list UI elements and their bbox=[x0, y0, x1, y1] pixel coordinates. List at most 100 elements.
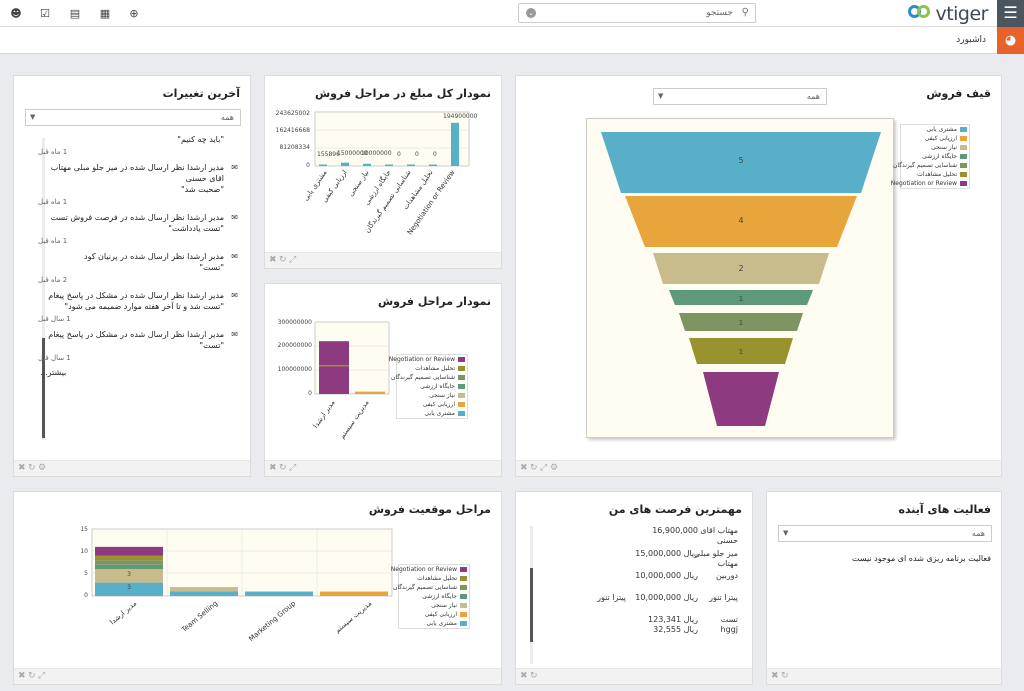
chevron-down-icon: ▼ bbox=[658, 92, 664, 100]
tasks-check-icon[interactable]: ☑ bbox=[40, 7, 50, 20]
upcoming-filter-select[interactable]: همه ▼ bbox=[778, 525, 992, 542]
fullscreen-icon[interactable]: ⤢ bbox=[540, 463, 548, 473]
legend-item: جایگاه ارزشی bbox=[399, 592, 469, 601]
scrollbar-thumb[interactable] bbox=[530, 568, 533, 642]
bar-segment bbox=[95, 564, 163, 570]
refresh-icon[interactable]: ↻ bbox=[28, 463, 36, 473]
bar-value-label: 0 bbox=[397, 151, 401, 158]
feed-item[interactable]: ✉ مدیر ارشدا نظر ارسال شده در میز جلو مب… bbox=[38, 162, 238, 206]
feed-scrollbar[interactable] bbox=[42, 138, 45, 440]
funnel-segment-5 bbox=[679, 313, 803, 331]
refresh-icon[interactable]: ↻ bbox=[530, 671, 538, 681]
add-icon[interactable]: ⊕ bbox=[129, 7, 139, 20]
position-legend: Negotiation or Review تحلیل مشاهدات شناس… bbox=[391, 564, 470, 629]
feed-quote: "تست یادداشت" bbox=[168, 224, 224, 233]
fullscreen-icon[interactable]: ⤢ bbox=[38, 671, 46, 681]
close-icon[interactable]: ✖ bbox=[18, 463, 26, 473]
global-search[interactable]: ⚲ جستجو ⌄ bbox=[518, 3, 756, 23]
feed-item[interactable]: ✉ مدیر ارشدا نظر ارسال شده در مشکل در پا… bbox=[38, 290, 238, 323]
x-tick-label: مدیر ارشدا bbox=[108, 599, 138, 626]
reports-chart-icon[interactable]: ▤ bbox=[69, 7, 81, 20]
legend-item: جایگاه ارزشی bbox=[901, 152, 969, 161]
feed-time: 2 ماه قبل bbox=[38, 276, 68, 284]
search-icon[interactable]: ⚲ bbox=[741, 7, 749, 18]
bar-segment bbox=[95, 546, 163, 556]
bar-segment bbox=[95, 582, 163, 596]
funnel-segment-6 bbox=[689, 338, 793, 364]
legend-item: Negotiation or Review bbox=[391, 565, 469, 574]
widget-sales-stages: نمودار مراحل فروش 300000000 200000000 10… bbox=[264, 283, 502, 477]
refresh-icon[interactable]: ↻ bbox=[781, 671, 789, 681]
close-icon[interactable]: ✖ bbox=[269, 255, 277, 265]
scrollbar-thumb[interactable] bbox=[42, 338, 45, 438]
feed-text: مدیر ارشدا نظر ارسال شده در مشکل در پاسخ… bbox=[48, 330, 224, 339]
bar bbox=[451, 122, 459, 166]
chevron-down-icon[interactable]: ⌄ bbox=[526, 8, 536, 18]
y-tick-label: 81208334 bbox=[279, 144, 310, 151]
opp-amount: ریال 123,341 bbox=[648, 615, 698, 624]
close-icon[interactable]: ✖ bbox=[771, 671, 779, 681]
more-link[interactable]: بیشتر... bbox=[40, 368, 67, 377]
funnel-plot-area: 5 4 2 1 1 1 bbox=[586, 118, 894, 438]
opp-name[interactable]: مهتاب اقای حسنی bbox=[700, 526, 738, 545]
funnel-label-3: 2 bbox=[738, 264, 743, 273]
feed-time: 1 ماه قبل bbox=[38, 148, 68, 156]
feed-item[interactable]: ✉ مدیر ارشدا نظر ارسال شده در پرنیان کود… bbox=[38, 251, 238, 284]
bar-segment bbox=[170, 587, 238, 592]
bar-segment bbox=[95, 560, 163, 565]
sales-stages-chart: 300000000 200000000 100000000 0 مدیر ارش… bbox=[278, 319, 390, 440]
refresh-icon[interactable]: ↻ bbox=[279, 255, 287, 265]
feed-quote: "تست" bbox=[199, 341, 224, 350]
y-tick-label: 243625002 bbox=[276, 110, 311, 117]
widget-footer: ✖ ↻ ⚙ bbox=[14, 460, 250, 476]
refresh-icon[interactable]: ↻ bbox=[279, 463, 287, 473]
opp-name[interactable]: دوربین bbox=[715, 571, 738, 580]
gear-icon[interactable]: ⚙ bbox=[38, 463, 47, 473]
comment-icon: ✉ bbox=[231, 330, 238, 339]
widget-title: مهمترین فرصت های من bbox=[608, 503, 742, 516]
feed-quote: "باید چه کنیم" bbox=[177, 135, 224, 144]
opp-name[interactable]: پیتزا تنور bbox=[709, 593, 738, 602]
user-icon[interactable]: ☻ bbox=[10, 7, 22, 20]
opp-name[interactable]: تست bbox=[720, 615, 738, 624]
x-tick-label: Team Selling bbox=[180, 599, 220, 634]
fullscreen-icon[interactable]: ⤢ bbox=[289, 463, 297, 473]
feed-filter-select[interactable]: همه ▼ bbox=[25, 109, 241, 126]
bar-value-label: 10000000 bbox=[361, 150, 392, 157]
calendar-icon[interactable]: ▦ bbox=[99, 7, 111, 20]
bar bbox=[363, 163, 371, 166]
refresh-icon[interactable]: ↻ bbox=[530, 463, 538, 473]
legend-item: شناسایی تصمیم گیرندگان bbox=[391, 373, 467, 382]
opp-name[interactable]: میز جلو مبلی مهتاب bbox=[694, 549, 738, 568]
y-tick-label: 0 bbox=[84, 592, 88, 599]
dashboard-gauge-icon[interactable]: ◕ bbox=[997, 27, 1024, 54]
close-icon[interactable]: ✖ bbox=[18, 671, 26, 681]
funnel-legend: مشتری یابی ارزیابی کیفی نیاز سنجی جایگاه… bbox=[891, 124, 970, 189]
feed-item[interactable]: ✉ مدیر ارشدا نظر ارسال شده در فرصت فروش … bbox=[38, 212, 238, 245]
opps-scrollbar[interactable] bbox=[530, 526, 533, 664]
legend-item: Negotiation or Review bbox=[389, 355, 467, 364]
fullscreen-icon[interactable]: ⤢ bbox=[289, 255, 297, 265]
widget-footer: ✖ ↻ bbox=[767, 668, 1001, 684]
funnel-filter-select[interactable]: همه ▼ bbox=[653, 88, 827, 105]
legend-item: مشتری یابی bbox=[399, 619, 469, 628]
legend-item: مشتری یابی bbox=[397, 409, 467, 418]
feed-text: مدیر ارشدا نظر ارسال شده در فرصت فروش تس… bbox=[50, 213, 224, 222]
refresh-icon[interactable]: ↻ bbox=[28, 671, 36, 681]
legend-item: نیاز سنجی bbox=[399, 601, 469, 610]
vtiger-logo[interactable]: vtiger bbox=[908, 2, 988, 25]
close-icon[interactable]: ✖ bbox=[520, 463, 528, 473]
hamburger-menu-icon[interactable]: ☰ bbox=[997, 0, 1024, 27]
feed-item[interactable]: ✉ مدیر ارشدا نظر ارسال شده در مشکل در پا… bbox=[38, 329, 238, 362]
close-icon[interactable]: ✖ bbox=[269, 463, 277, 473]
close-icon[interactable]: ✖ bbox=[520, 671, 528, 681]
logo-mark-icon bbox=[908, 4, 932, 23]
chevron-down-icon: ▼ bbox=[30, 113, 36, 121]
bar-value-label: 0 bbox=[433, 151, 437, 158]
sub-bar: ◕ داشبورد bbox=[0, 27, 1024, 54]
x-tick-label: مدیریت سیستم bbox=[333, 599, 373, 634]
feed-text: مدیر ارشدا نظر ارسال شده در میز جلو مبلی… bbox=[50, 163, 224, 183]
opp-name[interactable]: hggj bbox=[720, 625, 738, 634]
gear-icon[interactable]: ⚙ bbox=[550, 463, 559, 473]
feed-item[interactable]: "باید چه کنیم" 1 ماه قبل bbox=[38, 134, 238, 156]
